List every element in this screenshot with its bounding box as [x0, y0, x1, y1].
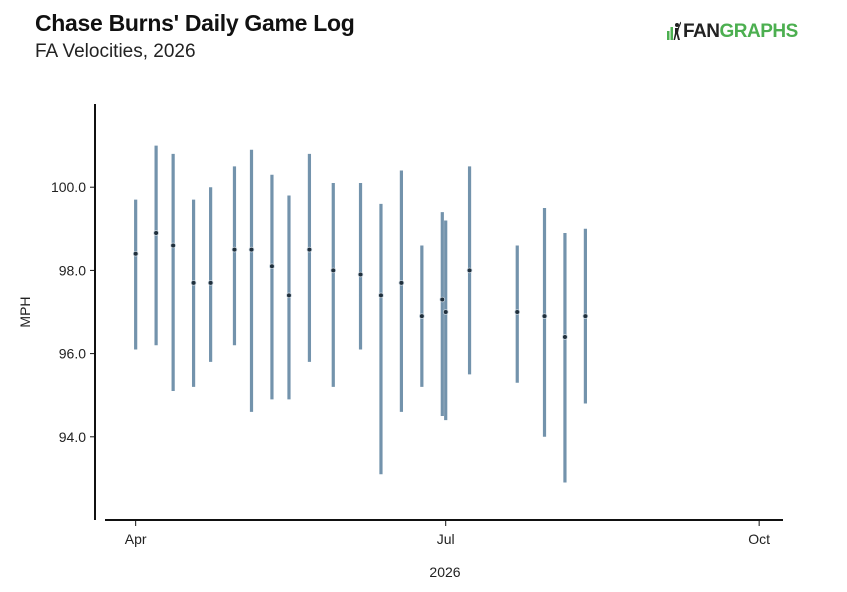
chart-title: Chase Burns' Daily Game Log	[35, 10, 355, 36]
avg-velocity-point[interactable]	[582, 313, 589, 319]
avg-velocity-point[interactable]	[541, 313, 548, 319]
y-tick-label: 100.0	[51, 179, 86, 195]
avg-velocity-point[interactable]	[514, 309, 521, 315]
avg-velocity-point[interactable]	[330, 267, 337, 274]
y-axis: 94.0 96.0 98.0 100.0 MPH	[17, 104, 96, 520]
avg-velocity-point[interactable]	[378, 292, 384, 299]
avg-velocity-point[interactable]	[132, 250, 139, 257]
baseball-player-icon	[667, 21, 681, 40]
avg-velocity-point[interactable]	[170, 242, 176, 249]
avg-velocity-point[interactable]	[466, 267, 473, 274]
x-axis-title: 2026	[429, 564, 460, 580]
avg-velocity-point[interactable]	[439, 296, 446, 303]
avg-velocity-point[interactable]	[207, 280, 214, 286]
y-axis-title: MPH	[17, 296, 33, 327]
fangraphs-logo[interactable]: FANGRAPHS	[667, 20, 798, 44]
x-tick-label: Apr	[125, 531, 147, 547]
x-tick-label: Jul	[437, 531, 455, 547]
avg-velocity-point[interactable]	[442, 309, 449, 315]
x-axis: Apr Jul Oct 2026	[105, 519, 783, 580]
avg-velocity-point[interactable]	[286, 292, 292, 299]
avg-velocity-point[interactable]	[357, 271, 364, 278]
logo-text-graphs: GRAPHS	[719, 21, 799, 42]
y-tick-label: 96.0	[59, 346, 86, 362]
logo-text-fan: FAN	[683, 21, 720, 42]
avg-velocity-point[interactable]	[153, 230, 159, 236]
avg-velocity-point[interactable]	[190, 280, 197, 286]
data-marks	[132, 145, 589, 483]
avg-velocity-point[interactable]	[562, 334, 568, 340]
avg-velocity-point[interactable]	[231, 246, 238, 253]
avg-velocity-point[interactable]	[306, 246, 313, 253]
x-tick-label: Oct	[748, 531, 770, 547]
avg-velocity-point[interactable]	[269, 263, 275, 270]
avg-velocity-point[interactable]	[248, 246, 255, 253]
avg-velocity-point[interactable]	[398, 280, 405, 286]
y-tick-label: 98.0	[59, 262, 86, 278]
chart-subtitle: FA Velocities, 2026	[35, 41, 196, 62]
avg-velocity-point[interactable]	[419, 313, 425, 319]
y-tick-label: 94.0	[59, 429, 86, 445]
